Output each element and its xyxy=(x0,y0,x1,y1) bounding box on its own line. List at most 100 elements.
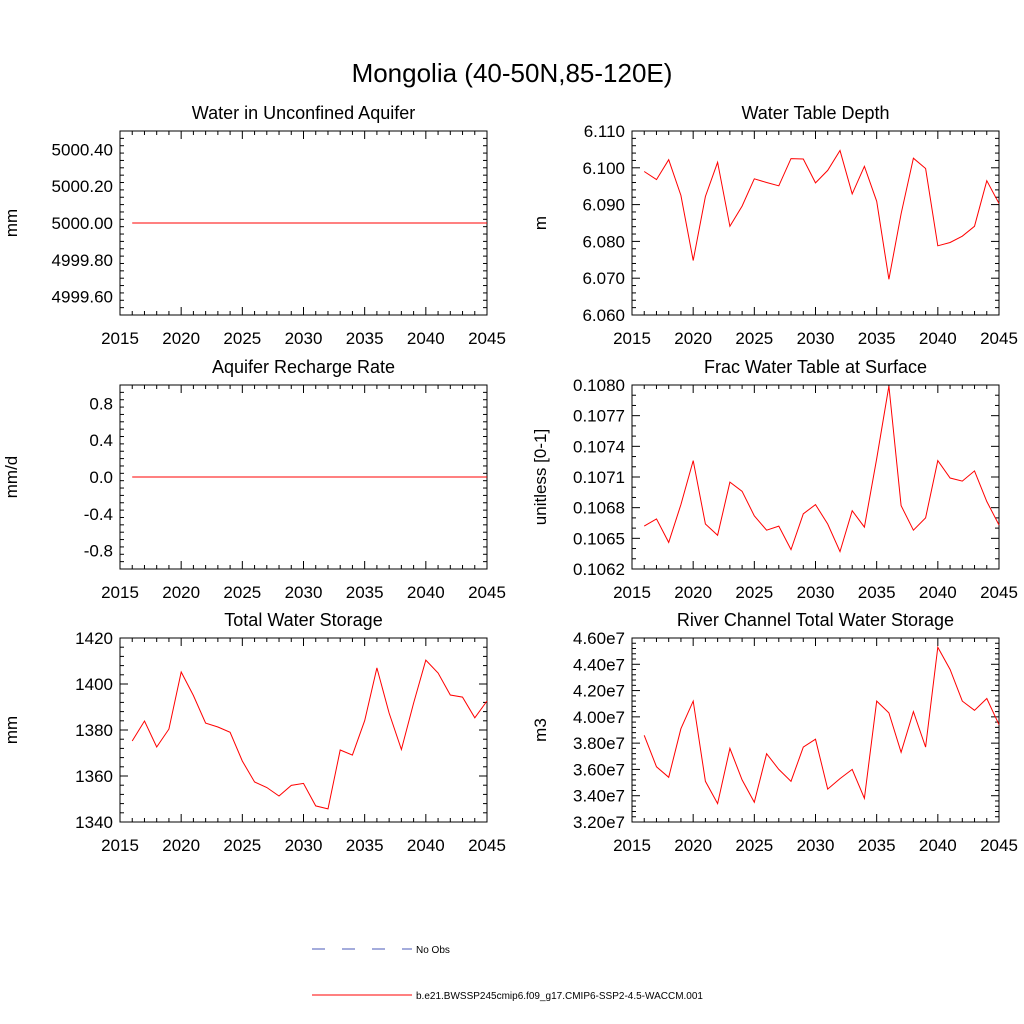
x-tick-label: 2040 xyxy=(919,329,957,348)
x-tick-label: 2025 xyxy=(735,836,773,855)
x-tick-label: 2035 xyxy=(346,836,384,855)
series-line-model xyxy=(643,149,1000,280)
x-tick-label: 2015 xyxy=(613,583,651,602)
x-tick-label: 2025 xyxy=(223,836,261,855)
panel-title: River Channel Total Water Storage xyxy=(677,610,954,630)
x-tick-label: 2045 xyxy=(980,836,1018,855)
x-tick-label: 2040 xyxy=(407,583,445,602)
plot-frame xyxy=(631,130,1000,316)
y-tick-label: 0.0 xyxy=(89,468,113,487)
y-tick-label: 0.1071 xyxy=(573,468,625,487)
x-tick-label: 2025 xyxy=(223,329,261,348)
x-tick-label: 2030 xyxy=(285,836,323,855)
x-tick-label: 2020 xyxy=(162,836,200,855)
x-tick-label: 2020 xyxy=(674,583,712,602)
y-tick-label: 0.1062 xyxy=(573,560,625,579)
y-tick-label: 6.080 xyxy=(582,232,625,251)
series-line-model xyxy=(131,659,488,810)
x-tick-label: 2040 xyxy=(919,836,957,855)
panel-title: Water Table Depth xyxy=(741,103,889,123)
panel-river-channel-storage: River Channel Total Water Storage 2015 202… xyxy=(531,610,1018,855)
x-tick-label: 2035 xyxy=(858,583,896,602)
y-tick-label: 6.100 xyxy=(582,159,625,178)
y-tick-label: 3.60e7 xyxy=(573,760,625,779)
y-tick-label: 0.4 xyxy=(89,431,113,450)
y-axis-label: mm xyxy=(2,209,21,237)
x-tick-label: 2030 xyxy=(797,329,835,348)
x-tick-label: 2035 xyxy=(346,329,384,348)
x-tick-label: 2040 xyxy=(919,583,957,602)
y-axis-label: mm xyxy=(2,716,21,744)
y-tick-label: 5000.00 xyxy=(52,214,113,233)
legend-model-label: b.e21.BWSSP245cmip6.f09_g17.CMIP6-SSP2-4… xyxy=(416,991,703,1002)
x-tick-label: 2025 xyxy=(223,583,261,602)
legend-obs-label: No Obs xyxy=(416,945,450,956)
y-tick-label: 1400 xyxy=(75,675,113,694)
y-tick-label: 6.070 xyxy=(582,269,625,288)
y-tick-label: 1340 xyxy=(75,813,113,832)
legend: No Obs b.e21.BWSSP245cmip6.f09_g17.CMIP6… xyxy=(312,945,703,1002)
y-tick-label: 0.1068 xyxy=(573,499,625,518)
figure-title: Mongolia (40-50N,85-120E) xyxy=(352,58,673,88)
x-tick-label: 2045 xyxy=(980,583,1018,602)
y-tick-label: -0.4 xyxy=(84,505,113,524)
x-tick-label: 2030 xyxy=(797,836,835,855)
y-tick-label: 1420 xyxy=(75,629,113,648)
x-tick-label: 2045 xyxy=(980,329,1018,348)
x-tick-label: 2035 xyxy=(858,836,896,855)
y-tick-label: 4999.60 xyxy=(52,288,113,307)
panel-unconf-aquifer: Water in Unconfined Aquifer 2015 2020 2025 2… xyxy=(2,103,506,348)
y-tick-label: 6.060 xyxy=(582,306,625,325)
y-tick-label: 0.1065 xyxy=(573,529,625,548)
y-tick-label: 4.60e7 xyxy=(573,629,625,648)
panel-title: Water in Unconfined Aquifer xyxy=(192,103,415,123)
x-tick-label: 2015 xyxy=(101,836,139,855)
y-tick-label: 1380 xyxy=(75,721,113,740)
x-tick-label: 2045 xyxy=(468,583,506,602)
y-tick-label: 0.1080 xyxy=(573,376,625,395)
x-tick-label: 2020 xyxy=(674,329,712,348)
y-tick-label: 4.20e7 xyxy=(573,682,625,701)
x-tick-label: 2020 xyxy=(162,329,200,348)
panel-water-table-depth: Water Table Depth 2015 2020 2025 2030 2035 204… xyxy=(531,103,1018,348)
x-tick-label: 2030 xyxy=(797,583,835,602)
panel-recharge-rate: Aquifer Recharge Rate 2015 2020 2025 2030 203… xyxy=(2,357,506,602)
y-tick-label: 4999.80 xyxy=(52,251,113,270)
y-tick-label: 5000.40 xyxy=(52,140,113,159)
y-tick-label: 4.00e7 xyxy=(573,708,625,727)
x-tick-label: 2030 xyxy=(285,583,323,602)
panel-title: Total Water Storage xyxy=(224,610,382,630)
y-tick-label: 6.110 xyxy=(584,122,625,141)
y-tick-label: 4.40e7 xyxy=(573,655,625,674)
x-tick-label: 2025 xyxy=(735,329,773,348)
series-line-model xyxy=(643,645,1000,806)
x-tick-label: 2040 xyxy=(407,329,445,348)
y-axis-label: mm/d xyxy=(2,456,21,499)
panel-frac-water-table: Frac Water Table at Surface 2015 2020 2025 2… xyxy=(531,357,1018,602)
y-tick-label: 0.1077 xyxy=(573,407,625,426)
x-tick-label: 2015 xyxy=(101,329,139,348)
x-tick-label: 2015 xyxy=(101,583,139,602)
x-tick-label: 2020 xyxy=(674,836,712,855)
x-tick-label: 2040 xyxy=(407,836,445,855)
y-tick-label: 0.1074 xyxy=(573,437,625,456)
x-tick-label: 2015 xyxy=(613,329,651,348)
y-tick-label: 3.40e7 xyxy=(573,787,625,806)
y-axis-label: m3 xyxy=(531,718,550,742)
x-tick-label: 2015 xyxy=(613,836,651,855)
x-tick-label: 2035 xyxy=(858,329,896,348)
y-tick-label: 1360 xyxy=(75,767,113,786)
plot-frame xyxy=(631,384,1000,570)
x-tick-label: 2020 xyxy=(162,583,200,602)
y-tick-label: 3.80e7 xyxy=(573,734,625,753)
y-tick-label: 6.090 xyxy=(582,196,625,215)
y-tick-label: 0.8 xyxy=(89,394,113,413)
plot-frame xyxy=(631,637,1000,823)
x-tick-label: 2035 xyxy=(346,583,384,602)
x-tick-label: 2045 xyxy=(468,836,506,855)
panel-total-water-storage: Total Water Storage 2015 2020 2025 2030 2035 2… xyxy=(2,610,506,855)
panels: Water in Unconfined Aquifer 2015 2020 2025 2… xyxy=(2,103,1018,855)
x-tick-label: 2030 xyxy=(285,329,323,348)
y-tick-label: 3.20e7 xyxy=(573,813,625,832)
